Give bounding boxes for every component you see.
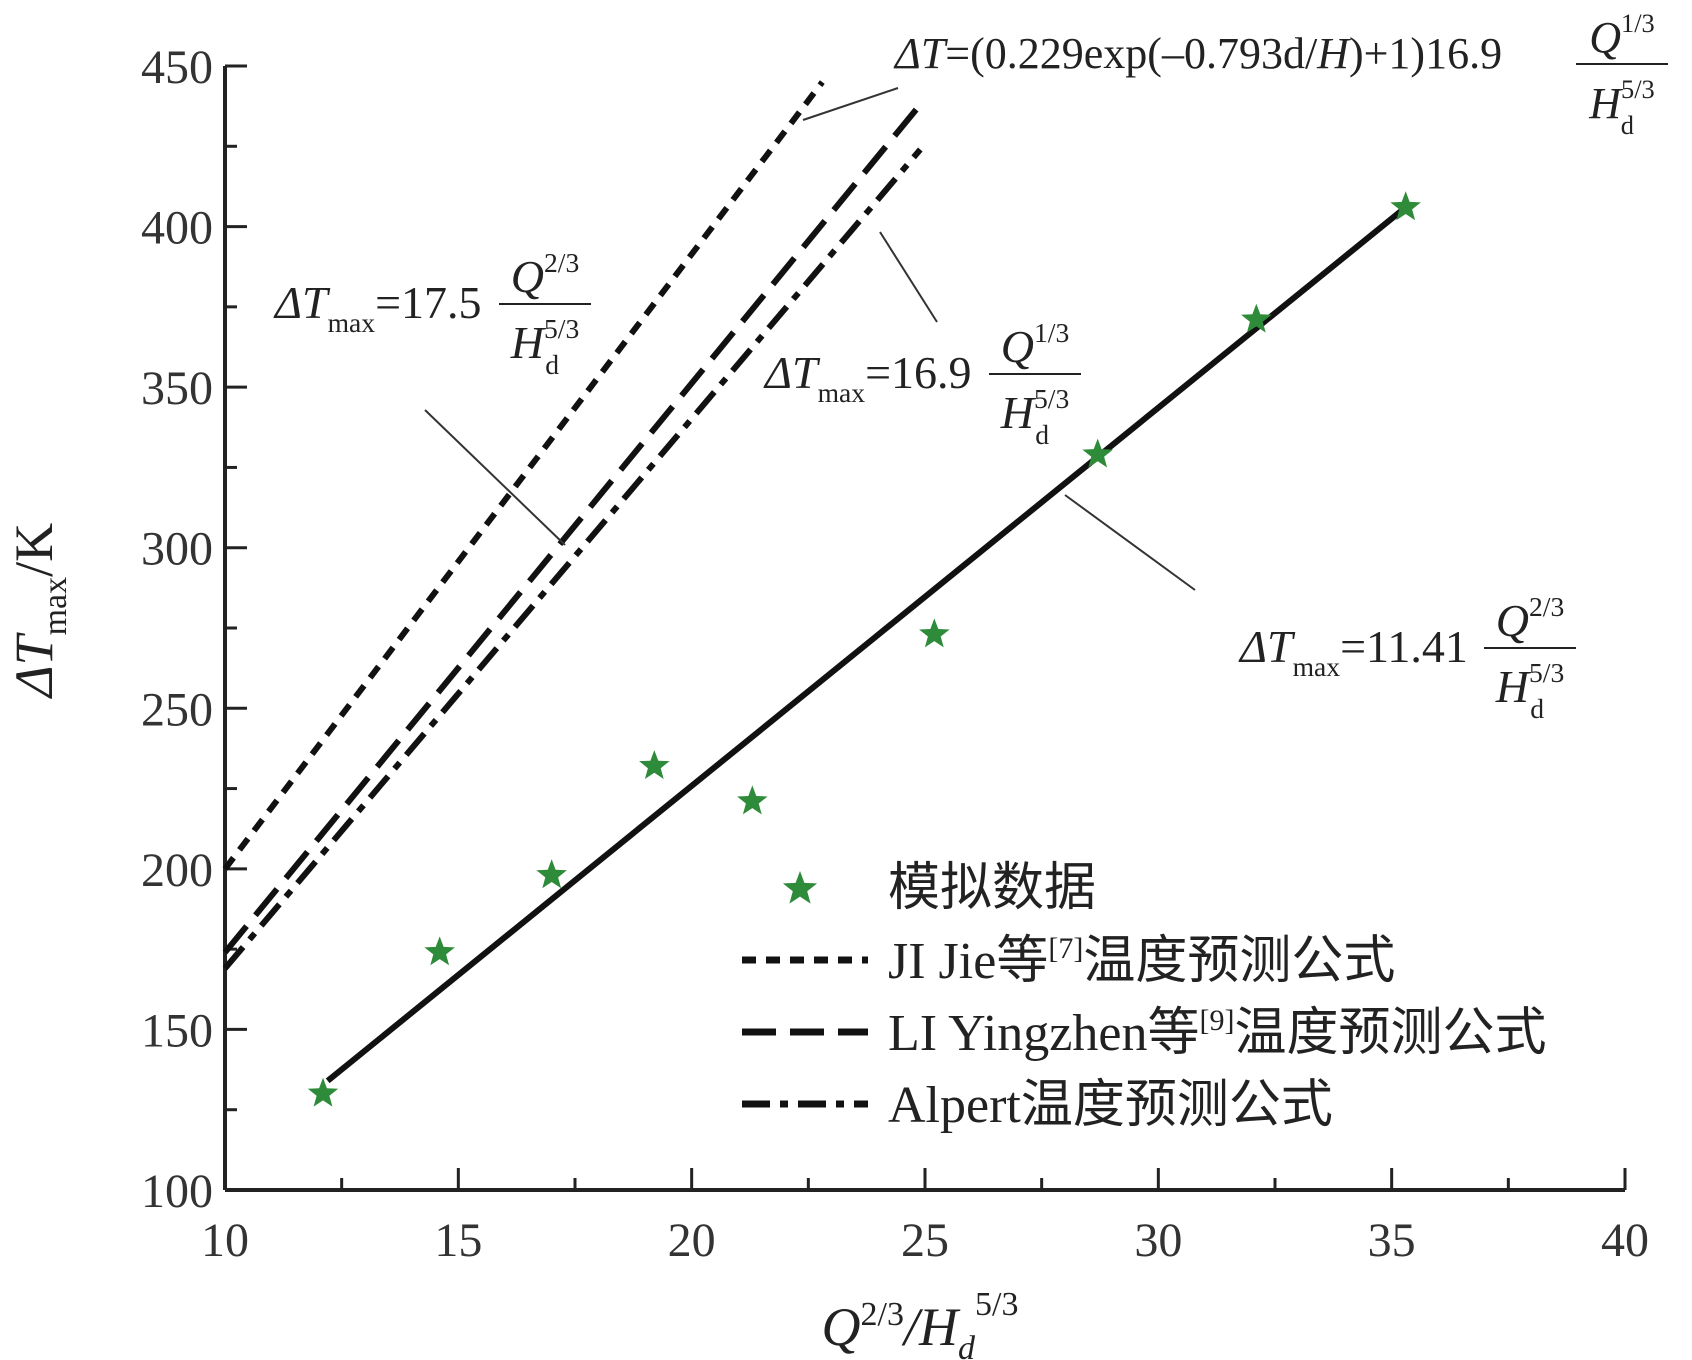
x-tick-label: 20 xyxy=(668,1214,716,1267)
data-point-star xyxy=(536,859,567,889)
data-point-star xyxy=(424,936,455,966)
fraction-numerator: Q2/3 xyxy=(511,247,580,302)
y-tick-label: 200 xyxy=(141,844,213,897)
series-points xyxy=(307,191,1421,1107)
equation-eq3-lhs: ΔTmax=11.41 xyxy=(1238,621,1468,682)
data-point-star xyxy=(1082,438,1113,468)
series-line-1 xyxy=(222,80,825,871)
x-tick-label: 30 xyxy=(1134,1214,1182,1267)
legend-label: 模拟数据 xyxy=(888,860,1096,917)
x-tick-label: 35 xyxy=(1368,1214,1416,1267)
legend-label: JI Jie等[7]温度预测公式 xyxy=(888,932,1395,990)
legend: 模拟数据 JI Jie等[7]温度预测公式 LI Yingzhen等[9]温度预测公… xyxy=(742,860,1546,1134)
annotation-leader-line xyxy=(879,231,938,323)
fraction-denominator: H5/3 d xyxy=(1588,74,1655,140)
y-tick-label: 450 xyxy=(141,41,213,94)
legend-label: LI Yingzhen等[9]温度预测公式 xyxy=(888,1004,1546,1062)
y-tick-label: 150 xyxy=(141,1004,213,1057)
annotations: ΔTmax=17.5Q2/3H5/3 d ΔTmax=16.9Q1/3H5/3 dΔT… xyxy=(273,8,1668,724)
y-tick-label: 400 xyxy=(141,202,213,255)
equation-eq4: ΔT=(0.229exp(–0.793d/H)+1)16.9 Q1/3 H5/3 d xyxy=(893,8,1668,140)
fraction-denominator: H5/3 d xyxy=(510,313,580,380)
annotation-leader-line xyxy=(1064,494,1196,591)
x-axis-label: Q2/3/Hd5/3 xyxy=(822,1286,1019,1360)
annotation-leader-line xyxy=(802,87,899,121)
series-lines xyxy=(222,80,1408,1084)
equation-eq2: ΔTmax=16.9 Q1/3 H5/3 d xyxy=(763,317,1081,450)
equation-eq2-lhs: ΔTmax=16.9 xyxy=(763,347,972,408)
fraction-denominator: H5/3 d xyxy=(1000,383,1070,450)
equation-eq1-lhs: ΔTmax=17.5 xyxy=(273,277,482,338)
y-tick-label: 350 xyxy=(141,362,213,415)
x-tick-label: 10 xyxy=(201,1214,249,1267)
x-tick-label: 40 xyxy=(1601,1214,1649,1267)
data-point-star xyxy=(919,618,950,648)
legend-marker-star xyxy=(782,871,818,904)
fraction-numerator: Q1/3 xyxy=(1589,8,1655,62)
fraction-denominator: H5/3 d xyxy=(1495,657,1565,724)
data-point-star xyxy=(307,1077,339,1107)
y-axis-ticks: 100 150 200 250 300 350 400 450 xyxy=(141,41,247,1218)
legend-label: Alpert温度预测公式 xyxy=(888,1077,1333,1134)
data-point-star xyxy=(1241,303,1272,333)
y-tick-label: 300 xyxy=(141,523,213,576)
y-tick-label: 250 xyxy=(141,683,213,736)
annotation-leader-line xyxy=(424,409,566,546)
equation-eq3: ΔTmax=11.41 Q2/3 H5/3 d xyxy=(1238,591,1576,724)
equation-eq1: ΔTmax=17.5 Q2/3 H5/3 d xyxy=(273,247,591,380)
data-point-star xyxy=(1390,191,1421,221)
series-line-4 xyxy=(325,204,1408,1084)
svg-text:ΔTmax/K: ΔTmax/K xyxy=(4,523,74,699)
x-tick-label: 15 xyxy=(434,1214,482,1267)
y-axis-label: ΔTmax/K xyxy=(4,523,74,699)
data-point-star xyxy=(639,750,670,779)
data-point-star xyxy=(737,785,768,815)
equation-eq4-lhs: ΔT=(0.229exp(–0.793d/H)+1)16.9 xyxy=(893,29,1502,78)
fraction-numerator: Q1/3 xyxy=(1001,317,1070,372)
x-axis-ticks: 10 15 20 25 30 35 40 xyxy=(201,1168,1649,1267)
x-tick-label: 25 xyxy=(901,1214,949,1267)
series-line-2 xyxy=(222,102,923,955)
y-tick-label: 100 xyxy=(141,1165,213,1218)
svg-text:Q2/3/Hd5/3: Q2/3/Hd5/3 xyxy=(822,1286,1019,1360)
series-line-3 xyxy=(222,147,923,971)
fraction-numerator: Q2/3 xyxy=(1496,591,1565,646)
